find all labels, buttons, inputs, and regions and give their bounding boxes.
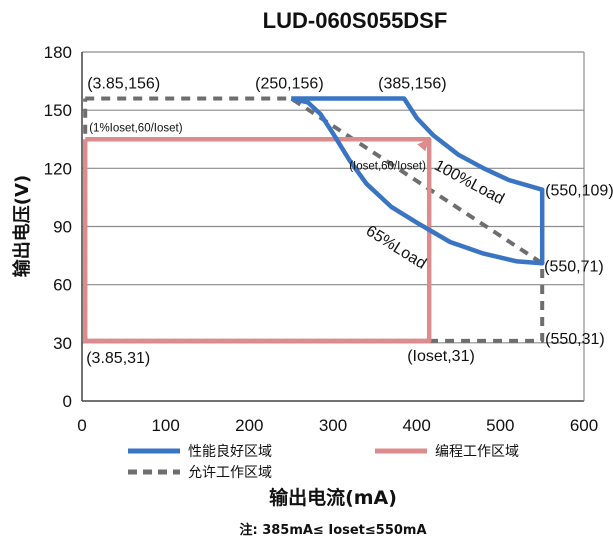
annotation-label: (1%Ioset,60/Ioset) xyxy=(89,122,182,134)
legend-label: 允许工作区域 xyxy=(188,465,272,481)
annotation-label: (550,31) xyxy=(545,331,605,348)
series-line-1 xyxy=(290,96,545,266)
y-axis-label: 输出电压(V) xyxy=(11,175,33,277)
annotation-label: (250,156) xyxy=(255,76,324,93)
annotation-label: 100%Load xyxy=(431,157,507,208)
annotation-label: (550,109) xyxy=(545,183,613,200)
annotation-label: (550,71) xyxy=(544,258,604,275)
legend-label: 编程工作区域 xyxy=(435,444,519,460)
x-tick-label: 300 xyxy=(319,416,347,435)
annotation-label: (385,156) xyxy=(378,76,447,93)
x-tick-label: 200 xyxy=(235,416,263,435)
y-tick-label: 150 xyxy=(44,101,72,120)
annotation-label: (Ioset,31) xyxy=(407,348,475,365)
x-tick-label: 600 xyxy=(570,416,598,435)
x-tick-label: 0 xyxy=(77,416,86,435)
y-tick-label: 30 xyxy=(53,334,72,353)
y-tick-label: 180 xyxy=(44,43,72,62)
x-tick-label: 100 xyxy=(151,416,179,435)
chart-note: 注: 385mA≤ Ioset≤550mA xyxy=(239,522,426,538)
series-line-2 xyxy=(82,137,432,344)
y-tick-label: 120 xyxy=(44,159,72,178)
arrow-head xyxy=(417,139,430,152)
annotation-label: (Ioset,60/Ioset) xyxy=(349,160,426,172)
y-tick-label: 60 xyxy=(53,276,72,295)
annotations: (3.85,156) (250,156) (385,156) (550,109) (55… xyxy=(86,76,613,367)
annotation-label: (3.85,156) xyxy=(87,76,160,93)
series-layer xyxy=(82,96,545,344)
annotation-label: (3.85,31) xyxy=(86,350,150,367)
annotation-label: 65%Load xyxy=(363,222,429,272)
legend-label: 性能良好区域 xyxy=(188,444,272,460)
chart-title: LUD-060S055DSF xyxy=(263,8,448,33)
axis-ticks: 0 100 200 300 400 500 600 0 30 60 90 120 150 180 xyxy=(44,43,599,435)
x-tick-label: 400 xyxy=(402,416,430,435)
y-tick-label: 90 xyxy=(53,218,72,237)
x-axis-label: 输出电流(mA) xyxy=(269,486,397,509)
y-tick-label: 0 xyxy=(63,392,72,411)
grid xyxy=(81,51,585,402)
series-line-3 xyxy=(83,96,545,343)
x-tick-label: 500 xyxy=(486,416,514,435)
